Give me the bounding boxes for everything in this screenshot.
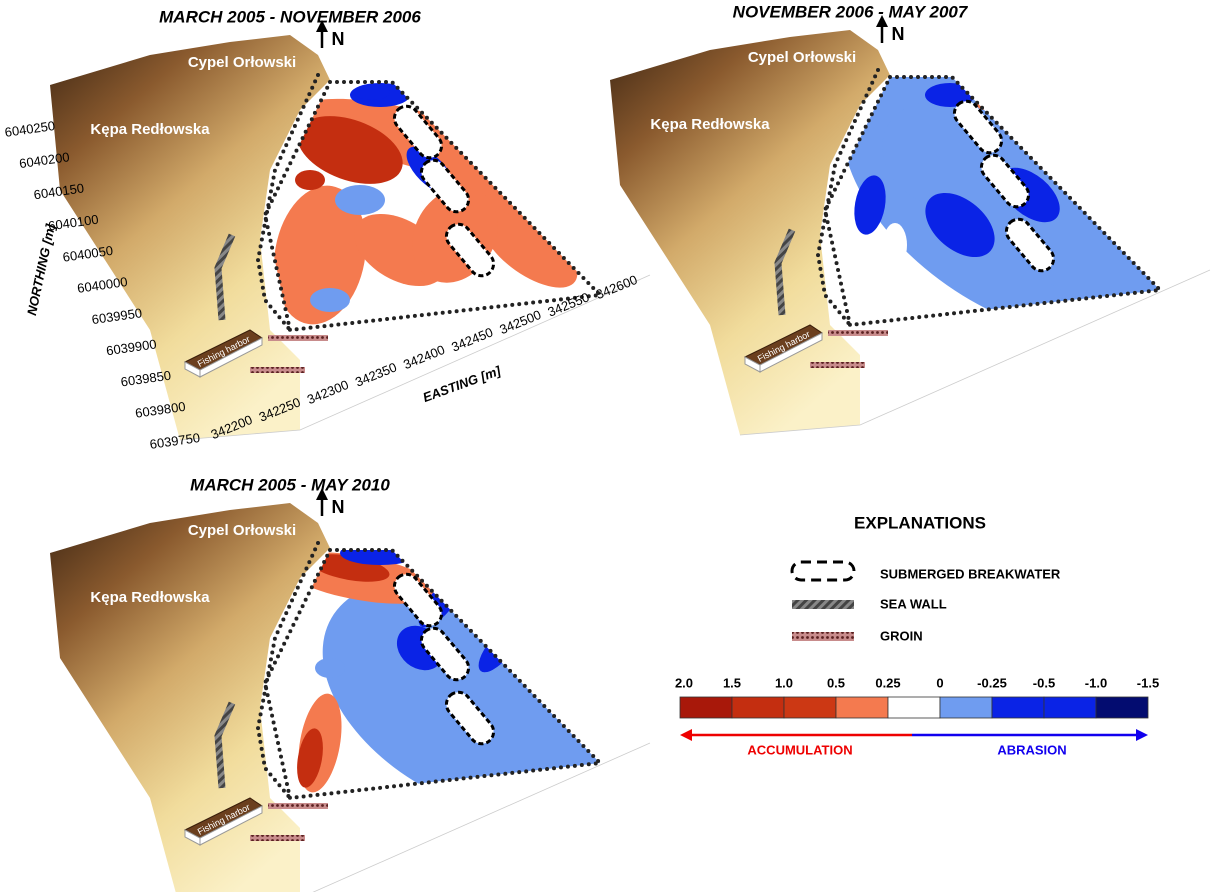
panel-title: NOVEMBER 2006 - MAY 2007 <box>733 2 969 21</box>
place-label: Kępa Redłowska <box>90 121 210 138</box>
scale-box <box>784 697 836 718</box>
legend-item: SUBMERGED BREAKWATER <box>880 566 1061 581</box>
groin <box>250 367 305 373</box>
change-zone <box>340 541 420 565</box>
legend-title: EXPLANATIONS <box>854 513 986 532</box>
scale-box <box>1044 697 1096 718</box>
change-zone <box>295 170 325 190</box>
groin <box>828 330 888 336</box>
change-zone <box>310 288 350 312</box>
change-zone <box>315 658 345 678</box>
scale-label: 1.5 <box>723 675 741 690</box>
change-zone <box>335 185 385 215</box>
north-label: N <box>892 24 905 44</box>
change-zone <box>1050 119 1070 131</box>
abrasion-label: ABRASION <box>997 742 1066 757</box>
map-panel: MARCH 2005 - MAY 2010 N Cypel Orłowski Kępa… <box>50 475 659 892</box>
scale-label: -1.5 <box>1137 675 1159 690</box>
figure: MARCH 2005 - NOVEMBER 2006 N Cypel Orłowsk… <box>0 0 1226 892</box>
survey-area <box>264 82 600 332</box>
panel-title: MARCH 2005 - MAY 2010 <box>190 475 390 494</box>
scale-box <box>680 697 732 718</box>
scale-label: 0.25 <box>875 675 900 690</box>
scale-label: 1.0 <box>775 675 793 690</box>
place-label: Kępa Redłowska <box>650 116 770 133</box>
groin <box>810 362 865 368</box>
map-panel: NOVEMBER 2006 - MAY 2007 N Cypel Orłowski K… <box>610 0 1226 435</box>
easting-tick-label: 342450 <box>449 324 495 354</box>
change-zone <box>354 84 390 100</box>
change-zone <box>883 223 907 267</box>
scale-box <box>888 697 940 718</box>
easting-tick-label: 342600 <box>594 272 640 302</box>
easting-axis-label: EASTING [m] <box>421 363 503 405</box>
north-label: N <box>332 29 345 49</box>
scale-label: -0.25 <box>977 675 1007 690</box>
legend-item: GROIN <box>880 628 923 643</box>
breakwater-symbol <box>792 562 854 580</box>
northing-tick-label: 6040250 <box>4 118 56 140</box>
easting-tick-label: 342350 <box>353 359 399 389</box>
scale-label: -1.0 <box>1085 675 1107 690</box>
northing-tick-label: 6039850 <box>120 368 172 390</box>
northing-tick-label: 6039750 <box>149 430 201 452</box>
seawall-symbol <box>792 600 854 609</box>
scale-box <box>732 697 784 718</box>
change-zone <box>1068 187 1092 203</box>
abrasion-head <box>1136 729 1148 741</box>
scale-label: 2.0 <box>675 675 693 690</box>
content: MARCH 2005 - NOVEMBER 2006 N Cypel Orłowsk… <box>4 0 1226 892</box>
accumulation-head <box>680 729 692 741</box>
place-label: Cypel Orłowski <box>748 49 856 66</box>
northing-tick-label: 6039950 <box>91 305 143 327</box>
change-zone <box>523 186 557 215</box>
scale-label: 0.5 <box>827 675 845 690</box>
change-zone <box>977 100 993 110</box>
northing-axis-label: NORTHING [m] <box>24 222 58 317</box>
groin <box>268 335 328 341</box>
scale-label: -0.5 <box>1033 675 1055 690</box>
northing-tick-label: 6040000 <box>76 274 128 296</box>
groin <box>250 835 305 841</box>
legend-item: SEA WALL <box>880 596 947 611</box>
northing-tick-label: 6039900 <box>105 336 157 358</box>
place-label: Cypel Orłowski <box>188 54 296 71</box>
easting-tick-label: 342300 <box>305 377 351 407</box>
scale-box <box>940 697 992 718</box>
panel-title: MARCH 2005 - NOVEMBER 2006 <box>159 7 421 26</box>
scale-box <box>836 697 888 718</box>
place-label: Kępa Redłowska <box>90 589 210 606</box>
scale-box <box>1096 697 1148 718</box>
north-label: N <box>332 497 345 517</box>
groin-symbol <box>792 632 854 641</box>
scale-box <box>992 697 1044 718</box>
place-label: Cypel Orłowski <box>188 522 296 539</box>
groin <box>268 803 328 809</box>
accumulation-label: ACCUMULATION <box>747 742 852 757</box>
scale-label: 0 <box>936 675 943 690</box>
